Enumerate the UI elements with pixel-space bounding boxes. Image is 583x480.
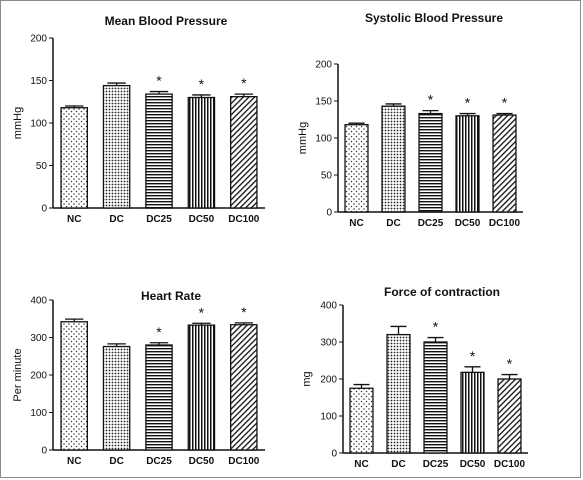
x-tick-label: DC50 xyxy=(189,214,215,225)
bar-nc xyxy=(349,387,374,454)
bar-dc100 xyxy=(230,324,258,451)
y-tick-label: 50 xyxy=(321,171,333,182)
y-axis-label-3: Per minute xyxy=(12,348,24,401)
bar-dc50 xyxy=(187,324,216,451)
x-tick-label: DC100 xyxy=(228,456,260,467)
significance-marker: * xyxy=(470,348,476,364)
y-tick-label: 0 xyxy=(41,446,47,457)
x-tick-label: DC100 xyxy=(494,459,526,470)
x-tick-label: DC25 xyxy=(418,218,444,229)
significance-marker: * xyxy=(465,95,471,111)
significance-marker: * xyxy=(507,356,513,372)
chart-title-4: Force of contraction xyxy=(384,285,500,299)
significance-marker: * xyxy=(156,324,162,340)
y-tick-label: 150 xyxy=(30,76,47,87)
significance-marker: * xyxy=(199,304,205,320)
y-tick-label: 200 xyxy=(30,371,47,382)
x-tick-label: DC50 xyxy=(460,459,486,470)
y-tick-label: 50 xyxy=(36,161,48,172)
y-tick-label: 100 xyxy=(320,412,337,423)
bar-dc xyxy=(386,333,411,454)
y-axis-label-2: mmHg xyxy=(297,122,309,154)
y-tick-label: 200 xyxy=(315,60,332,71)
significance-marker: * xyxy=(241,75,247,91)
y-tick-label: 100 xyxy=(30,119,47,130)
y-tick-label: 300 xyxy=(320,338,337,349)
x-tick-label: DC xyxy=(109,214,123,225)
y-axis-label-1: mmHg xyxy=(12,107,24,139)
bar-dc25 xyxy=(423,341,448,454)
y-axis-label-4: mg xyxy=(301,371,313,386)
y-tick-label: 100 xyxy=(30,408,47,419)
x-tick-label: DC100 xyxy=(489,218,521,229)
bar-dc100 xyxy=(497,378,522,454)
x-tick-label: DC xyxy=(386,218,400,229)
y-tick-label: 150 xyxy=(315,97,332,108)
significance-marker: * xyxy=(241,304,247,320)
x-tick-label: NC xyxy=(67,214,81,225)
bar-dc25 xyxy=(418,112,443,213)
x-tick-label: DC xyxy=(391,459,405,470)
x-tick-label: DC25 xyxy=(146,214,172,225)
y-tick-label: 0 xyxy=(41,204,47,215)
x-tick-label: NC xyxy=(349,218,363,229)
bar-dc100 xyxy=(230,96,258,209)
y-tick-label: 0 xyxy=(331,449,337,460)
significance-marker: * xyxy=(156,73,162,89)
chart-title-3: Heart Rate xyxy=(141,289,201,303)
significance-marker: * xyxy=(502,95,508,111)
y-tick-label: 100 xyxy=(315,134,332,145)
bar-dc100 xyxy=(492,114,517,213)
x-tick-label: DC100 xyxy=(228,214,260,225)
y-tick-label: 400 xyxy=(30,296,47,307)
y-tick-label: 200 xyxy=(320,375,337,386)
bar-nc xyxy=(60,107,88,209)
x-tick-label: DC xyxy=(109,456,123,467)
significance-marker: * xyxy=(199,76,205,92)
y-tick-label: 300 xyxy=(30,333,47,344)
bar-dc25 xyxy=(145,344,173,451)
bar-dc xyxy=(102,345,131,451)
bar-dc50 xyxy=(455,115,480,213)
bar-dc50 xyxy=(187,96,216,209)
bar-dc xyxy=(102,84,131,209)
bar-dc xyxy=(381,105,406,213)
bar-nc xyxy=(60,321,88,451)
x-tick-label: DC25 xyxy=(423,459,449,470)
chart-title-2: Systolic Blood Pressure xyxy=(365,11,503,25)
y-tick-label: 0 xyxy=(326,208,332,219)
y-tick-label: 400 xyxy=(320,301,337,312)
chart-title-1: Mean Blood Pressure xyxy=(105,14,228,28)
bar-dc25 xyxy=(145,93,173,209)
x-tick-label: NC xyxy=(354,459,368,470)
bar-nc xyxy=(344,124,369,213)
significance-marker: * xyxy=(433,319,439,335)
significance-marker: * xyxy=(428,92,434,108)
x-tick-label: DC50 xyxy=(455,218,481,229)
x-tick-label: DC25 xyxy=(146,456,172,467)
x-tick-label: DC50 xyxy=(189,456,215,467)
x-tick-label: NC xyxy=(67,456,81,467)
y-tick-label: 200 xyxy=(30,34,47,45)
bar-dc50 xyxy=(460,371,485,454)
